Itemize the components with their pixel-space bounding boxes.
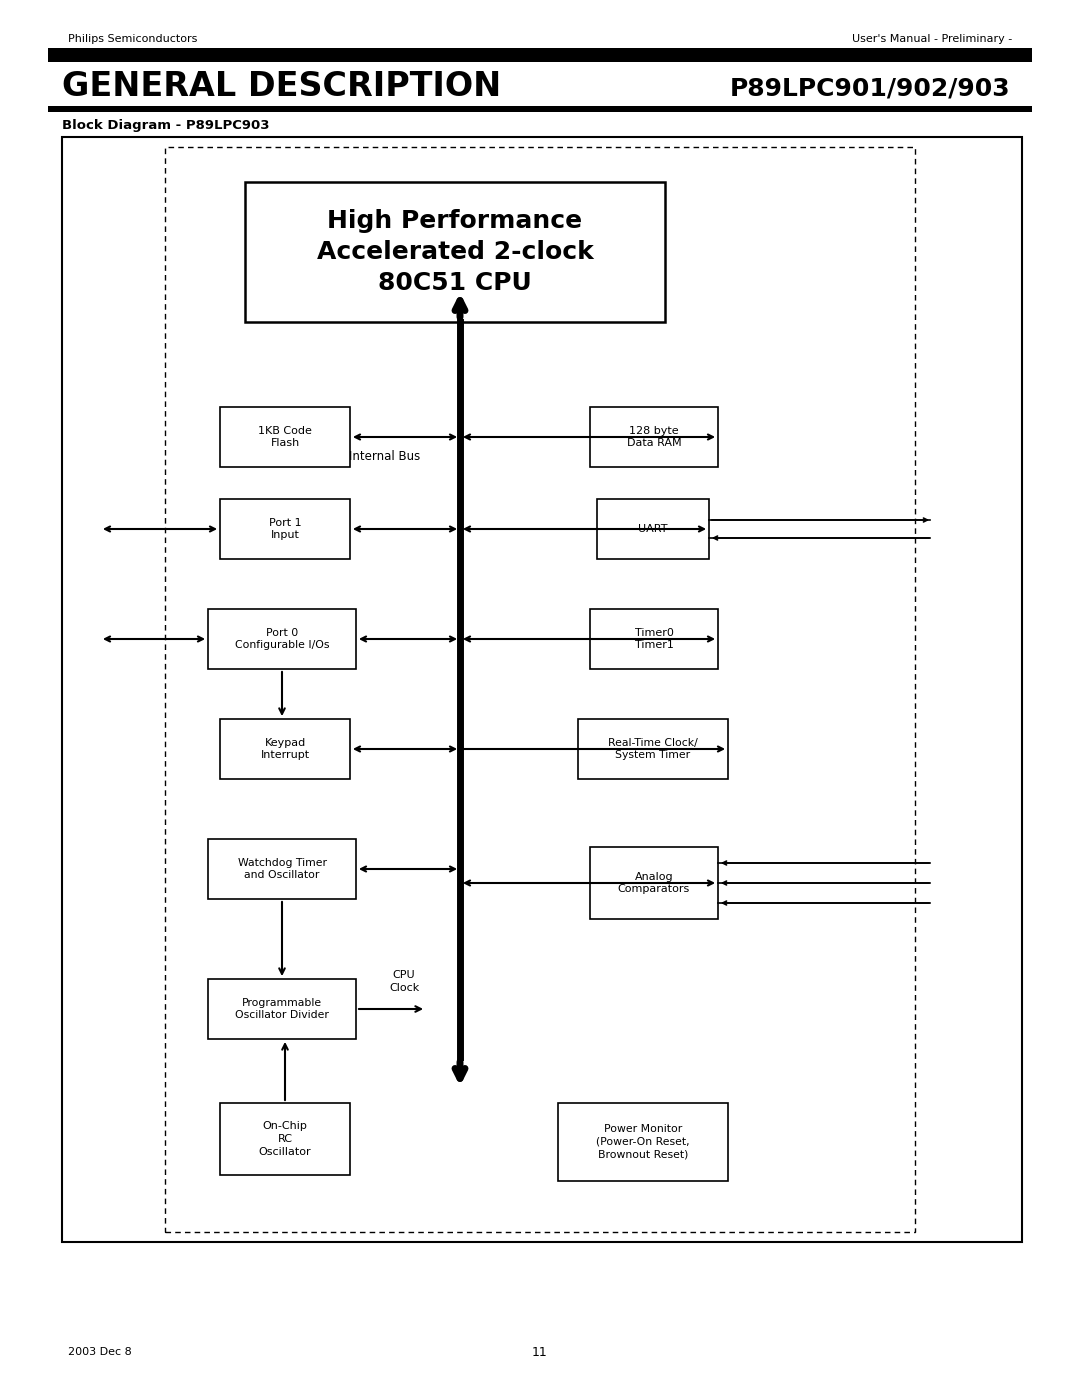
Text: P89LPC901/902/903: P89LPC901/902/903 — [729, 77, 1010, 101]
Text: 1KB Code
Flash: 1KB Code Flash — [258, 426, 312, 448]
Bar — [48, 106, 1032, 112]
Text: Philips Semiconductors: Philips Semiconductors — [68, 34, 198, 43]
Bar — [208, 840, 356, 900]
Bar — [578, 719, 728, 780]
Text: 128 byte
Data RAM: 128 byte Data RAM — [626, 426, 681, 448]
Bar — [597, 499, 708, 559]
Text: On-Chip
RC
Oscillator: On-Chip RC Oscillator — [259, 1122, 311, 1157]
Bar — [220, 1104, 350, 1175]
Bar — [590, 407, 718, 467]
Bar — [165, 147, 915, 1232]
Bar — [62, 137, 1022, 1242]
Bar — [220, 719, 350, 780]
Text: GENERAL DESCRIPTION: GENERAL DESCRIPTION — [62, 70, 501, 103]
Bar — [220, 499, 350, 559]
Bar — [48, 47, 1032, 61]
Text: Port 0
Configurable I/Os: Port 0 Configurable I/Os — [234, 627, 329, 651]
Text: Watchdog Timer
and Oscillator: Watchdog Timer and Oscillator — [238, 858, 326, 880]
Text: User's Manual - Preliminary -: User's Manual - Preliminary - — [852, 34, 1012, 43]
Bar — [558, 1104, 728, 1180]
Text: 2003 Dec 8: 2003 Dec 8 — [68, 1347, 132, 1356]
Text: Block Diagram - P89LPC903: Block Diagram - P89LPC903 — [62, 119, 270, 131]
Text: High Performance
Accelerated 2-clock
80C51 CPU: High Performance Accelerated 2-clock 80C… — [316, 210, 593, 295]
Text: Port 1
Input: Port 1 Input — [269, 518, 301, 541]
Text: Real-Time Clock/
System Timer: Real-Time Clock/ System Timer — [608, 738, 698, 760]
Bar — [590, 609, 718, 669]
Bar — [208, 979, 356, 1039]
Text: Programmable
Oscillator Divider: Programmable Oscillator Divider — [235, 997, 329, 1020]
Text: Power Monitor
(Power-On Reset,
Brownout Reset): Power Monitor (Power-On Reset, Brownout … — [596, 1125, 690, 1160]
Text: 11: 11 — [532, 1345, 548, 1358]
Text: Keypad
Interrupt: Keypad Interrupt — [260, 738, 310, 760]
Text: CPU
Clock: CPU Clock — [389, 970, 419, 993]
Bar — [208, 609, 356, 669]
Bar — [220, 407, 350, 467]
Bar — [590, 847, 718, 919]
Text: Timer0
Timer1: Timer0 Timer1 — [635, 627, 674, 651]
Text: UART: UART — [638, 524, 667, 534]
Text: Analog
Comparators: Analog Comparators — [618, 872, 690, 894]
Bar — [245, 182, 665, 321]
Text: Internal Bus: Internal Bus — [349, 450, 420, 464]
